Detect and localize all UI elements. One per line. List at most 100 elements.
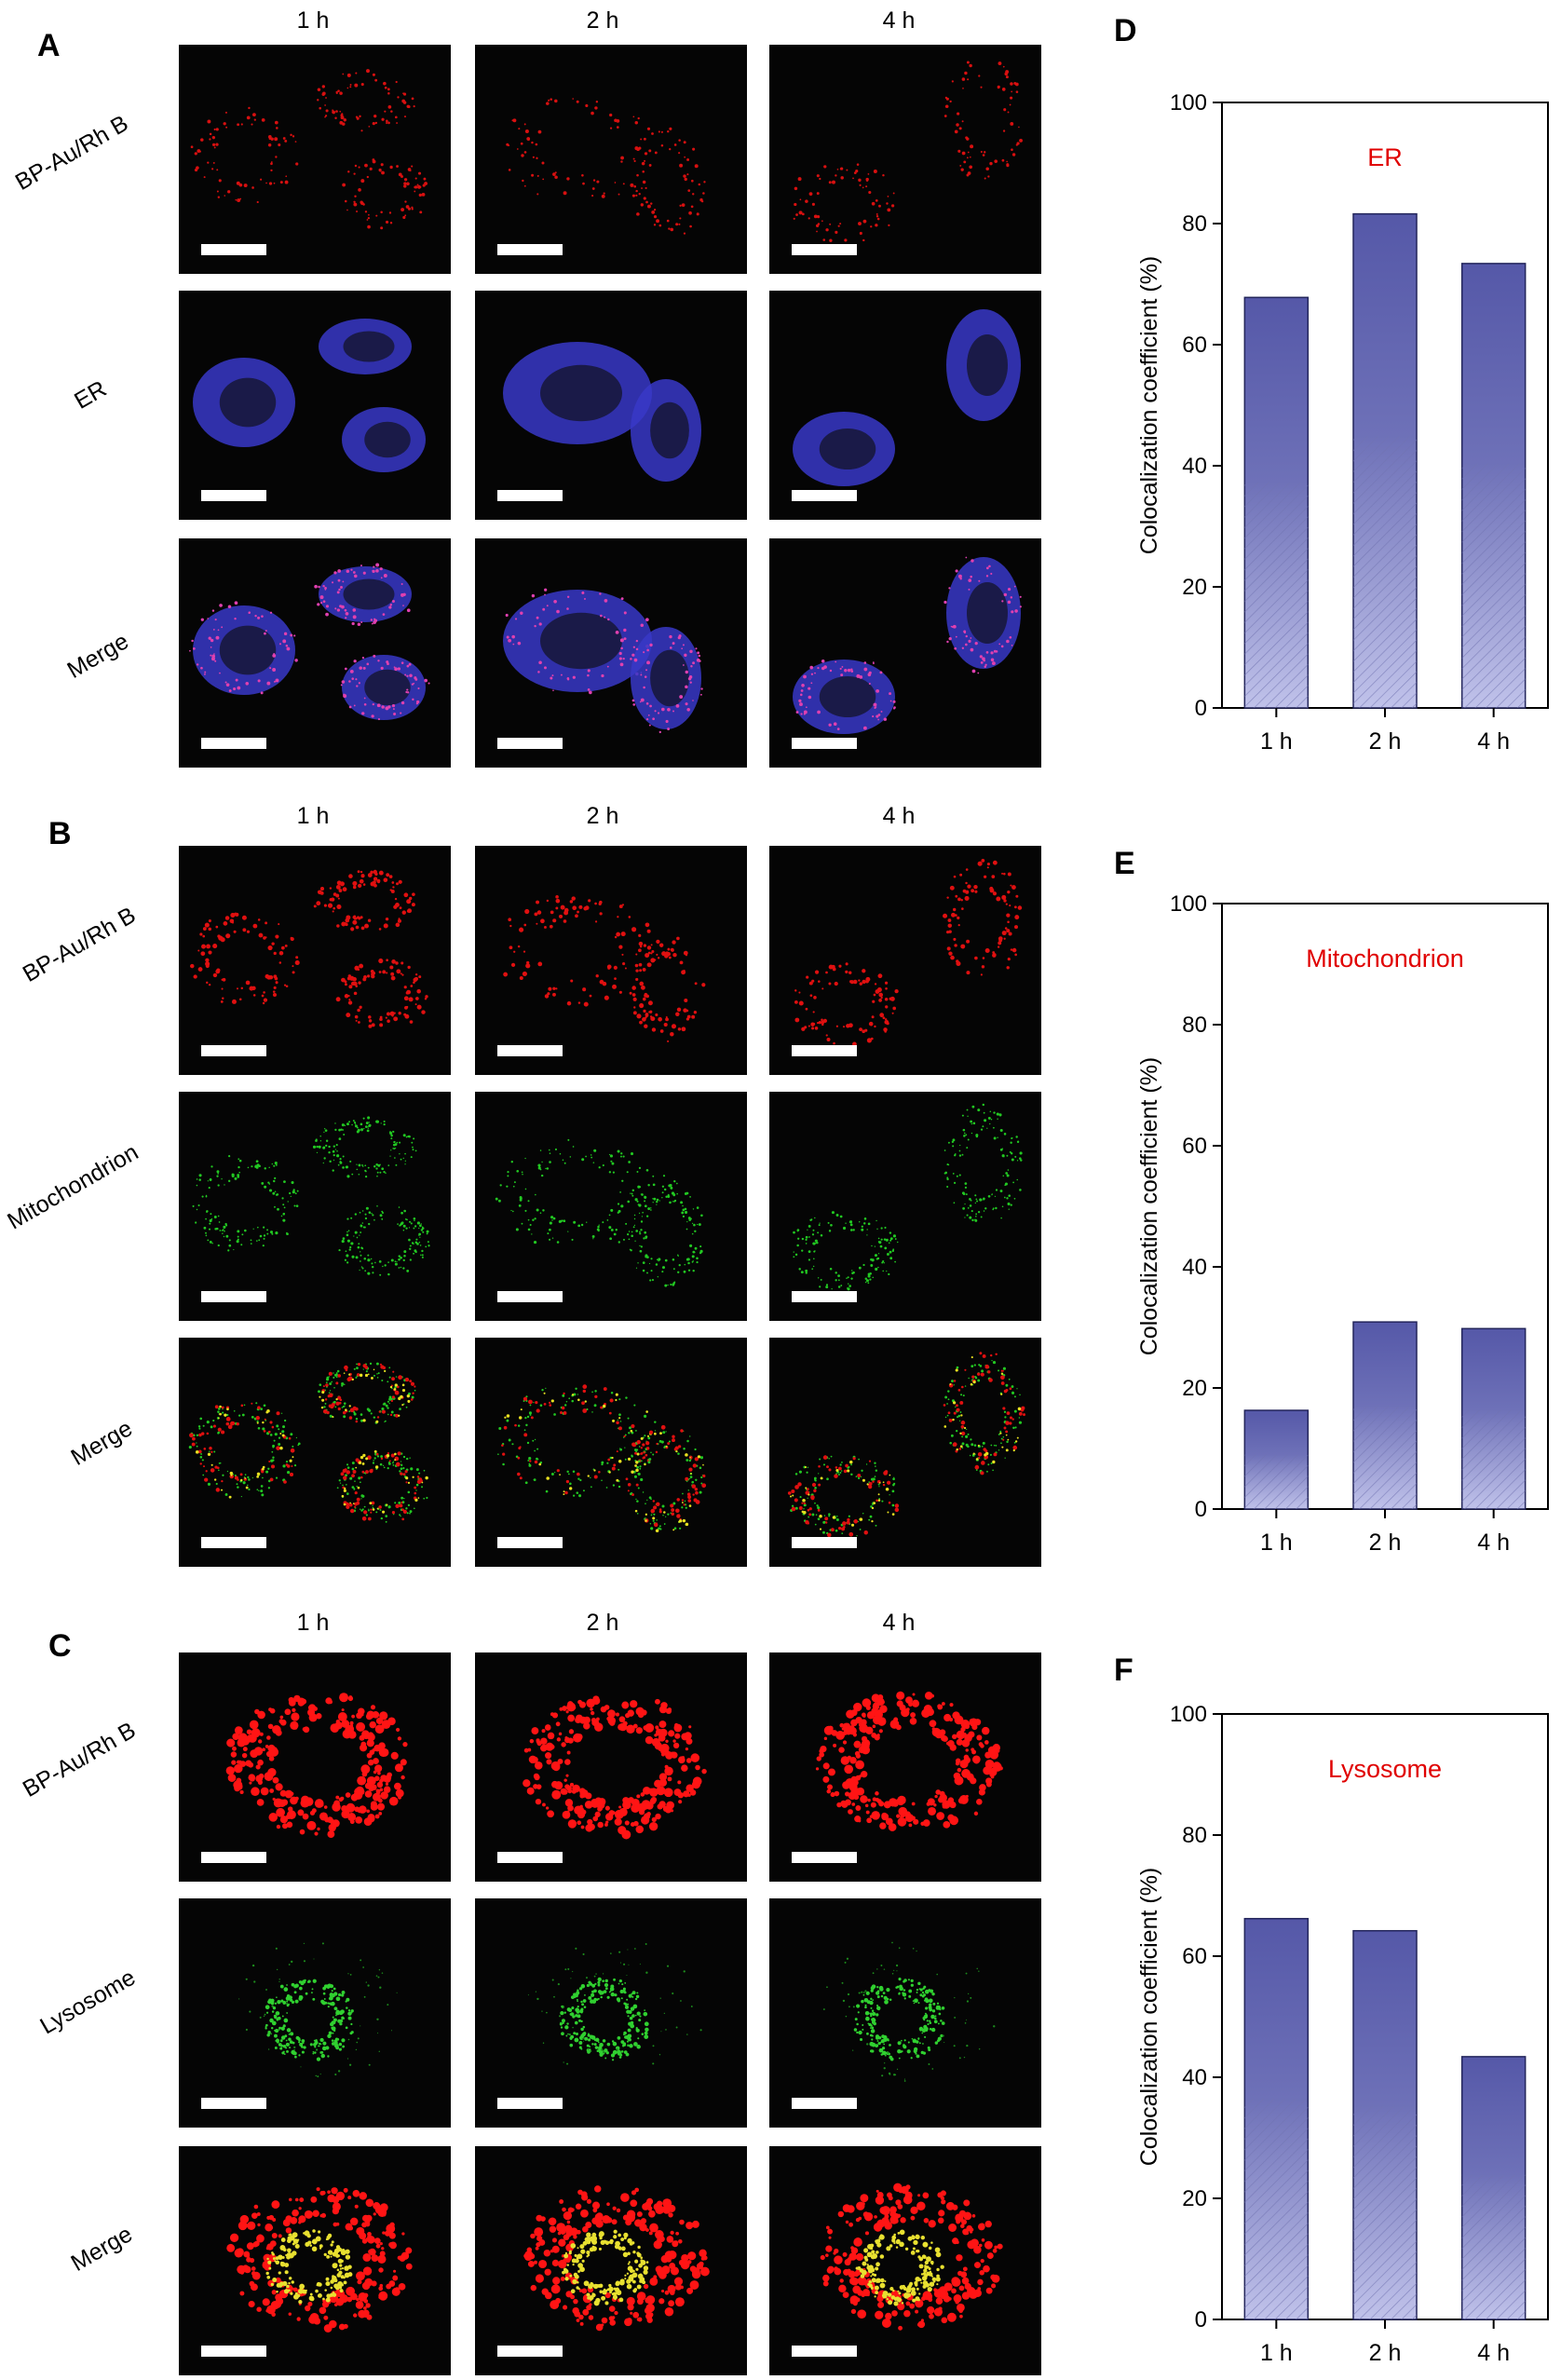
signal-dot bbox=[988, 565, 991, 568]
signal-dot bbox=[866, 1279, 869, 1282]
signal-dot bbox=[355, 1408, 357, 1409]
signal-dot bbox=[354, 660, 357, 662]
signal-dot bbox=[376, 1205, 378, 1207]
signal-dot bbox=[838, 1527, 841, 1530]
signal-dot bbox=[325, 1398, 327, 1400]
signal-dot bbox=[200, 138, 204, 142]
signal-dot bbox=[987, 175, 989, 177]
signal-dot bbox=[549, 1402, 550, 1404]
signal-dot bbox=[866, 1817, 872, 1823]
signal-dot bbox=[563, 1160, 564, 1162]
signal-dot bbox=[1012, 1392, 1013, 1393]
signal-dot bbox=[981, 1373, 984, 1377]
signal-dot bbox=[603, 1164, 604, 1166]
signal-dot bbox=[390, 110, 393, 113]
signal-dot bbox=[982, 1125, 984, 1127]
signal-dot bbox=[588, 899, 590, 902]
signal-dot bbox=[402, 1742, 407, 1747]
signal-dot bbox=[365, 1214, 367, 1216]
signal-dot bbox=[998, 87, 999, 88]
signal-dot bbox=[563, 1811, 571, 1819]
signal-dot bbox=[686, 1229, 688, 1231]
signal-dot bbox=[893, 1477, 894, 1478]
signal-dot bbox=[578, 905, 582, 909]
signal-dot bbox=[961, 899, 963, 901]
signal-dot bbox=[207, 1433, 210, 1435]
signal-dot bbox=[974, 1194, 976, 1196]
signal-dot bbox=[199, 1418, 202, 1421]
signal-dot bbox=[192, 1437, 196, 1441]
signal-dot bbox=[928, 1807, 936, 1816]
signal-dot bbox=[329, 1392, 331, 1394]
signal-dot bbox=[971, 1376, 974, 1379]
signal-dot bbox=[536, 923, 537, 925]
signal-dot bbox=[944, 1173, 946, 1175]
signal-dot bbox=[855, 1761, 864, 1770]
signal-dot bbox=[659, 1706, 667, 1713]
signal-dot bbox=[961, 1432, 965, 1435]
signal-dot bbox=[684, 1732, 691, 1739]
signal-dot bbox=[949, 637, 952, 640]
signal-dot bbox=[949, 1383, 951, 1385]
cell-nucleus bbox=[344, 332, 395, 362]
signal-dot bbox=[688, 1217, 691, 1219]
signal-dot bbox=[323, 1992, 326, 1995]
signal-dot bbox=[291, 1448, 295, 1453]
signal-dot bbox=[306, 1821, 316, 1830]
signal-dot bbox=[892, 1513, 895, 1516]
signal-dot bbox=[251, 1416, 254, 1419]
signal-dot bbox=[282, 639, 286, 643]
signal-dot bbox=[512, 1211, 514, 1213]
signal-dot bbox=[200, 667, 203, 670]
signal-dot bbox=[386, 120, 388, 123]
signal-dot bbox=[895, 1508, 900, 1513]
signal-dot bbox=[427, 1232, 428, 1234]
signal-dot bbox=[393, 708, 395, 710]
signal-dot bbox=[623, 1239, 625, 1241]
signal-dot bbox=[247, 116, 251, 119]
signal-dot bbox=[572, 1394, 574, 1395]
signal-dot bbox=[1007, 1439, 1009, 1441]
signal-dot bbox=[303, 2046, 305, 2048]
signal-dot bbox=[538, 130, 542, 134]
signal-dot bbox=[189, 1433, 194, 1437]
signal-dot bbox=[416, 989, 421, 994]
signal-dot bbox=[357, 1373, 360, 1376]
signal-dot bbox=[396, 923, 400, 928]
signal-dot bbox=[887, 1481, 890, 1485]
signal-dot bbox=[699, 198, 702, 201]
signal-dot bbox=[395, 1383, 398, 1386]
signal-dot bbox=[876, 689, 879, 693]
signal-dot bbox=[348, 1121, 350, 1122]
signal-dot bbox=[637, 1262, 638, 1263]
signal-dot bbox=[804, 1503, 806, 1504]
signal-dot bbox=[251, 1239, 252, 1241]
signal-dot bbox=[242, 928, 246, 932]
signal-dot bbox=[810, 994, 813, 997]
signal-dot bbox=[365, 1470, 369, 1474]
signal-dot bbox=[214, 129, 216, 130]
signal-dot bbox=[199, 932, 202, 935]
signal-dot bbox=[988, 1378, 992, 1381]
signal-dot bbox=[354, 966, 359, 971]
signal-dot bbox=[873, 1502, 876, 1504]
signal-dot bbox=[409, 1457, 410, 1458]
signal-dot bbox=[670, 646, 672, 649]
signal-dot bbox=[559, 1733, 562, 1735]
signal-dot bbox=[272, 1426, 275, 1429]
signal-dot bbox=[324, 587, 327, 590]
signal-dot bbox=[396, 1376, 397, 1377]
signal-dot bbox=[414, 1507, 415, 1509]
signal-dot bbox=[673, 1201, 675, 1203]
signal-dot bbox=[324, 1817, 329, 1822]
signal-dot bbox=[794, 989, 796, 991]
signal-dot bbox=[203, 927, 207, 931]
signal-dot bbox=[421, 1223, 422, 1224]
signal-dot bbox=[376, 1790, 381, 1795]
signal-dot bbox=[970, 1121, 972, 1123]
signal-dot bbox=[557, 1737, 561, 1741]
signal-dot bbox=[364, 1817, 373, 1826]
signal-dot bbox=[634, 1215, 635, 1216]
signal-dot bbox=[274, 952, 277, 955]
signal-dot bbox=[641, 1460, 643, 1462]
